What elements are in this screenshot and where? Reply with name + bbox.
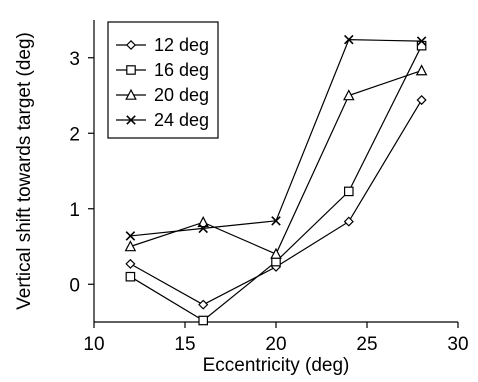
x-axis-title: Eccentricity (deg) bbox=[203, 355, 350, 376]
x-tick-label: 20 bbox=[265, 334, 286, 355]
data-point-16-deg bbox=[344, 186, 354, 197]
data-point-12-deg bbox=[198, 299, 209, 310]
data-point-12-deg bbox=[343, 216, 354, 227]
y-tick-label: 0 bbox=[69, 275, 80, 296]
legend-marker-24-deg bbox=[126, 115, 136, 125]
x-tick-label: 15 bbox=[174, 334, 195, 355]
data-point-24-deg-stroke bbox=[344, 34, 354, 45]
data-point-24-deg bbox=[416, 36, 427, 46]
y-axis-title: Vertical shift towards target (deg) bbox=[14, 32, 35, 310]
y-tick-label: 2 bbox=[69, 124, 80, 145]
y-tick-label: 3 bbox=[69, 49, 80, 70]
legend-label-16-deg: 16 deg bbox=[154, 60, 209, 80]
data-point-24-deg-stroke bbox=[198, 223, 208, 234]
data-point-24-deg-stroke bbox=[271, 216, 281, 226]
legend-box bbox=[107, 21, 219, 139]
data-point-12-deg bbox=[125, 258, 136, 269]
legend-label-12-deg: 12 deg bbox=[154, 35, 209, 55]
data-point-20-deg bbox=[270, 247, 282, 259]
legend-label-24-deg: 24 deg bbox=[154, 110, 209, 130]
data-point-20-deg bbox=[415, 64, 428, 76]
legend-marker-16-deg bbox=[126, 65, 136, 75]
data-point-12-deg bbox=[416, 94, 427, 106]
data-point-24-deg bbox=[198, 223, 208, 234]
legend-label-20-deg: 20 deg bbox=[154, 85, 209, 105]
data-point-24-deg bbox=[271, 216, 281, 226]
data-point-24-deg-stroke bbox=[125, 231, 136, 241]
legend-marker-20-deg bbox=[125, 88, 137, 100]
x-tick-label: 25 bbox=[356, 334, 377, 355]
data-point-16-deg bbox=[416, 40, 427, 51]
legend-marker-24-deg-stroke bbox=[126, 115, 136, 125]
data-point-24-deg bbox=[344, 34, 354, 45]
data-point-20-deg bbox=[197, 216, 209, 228]
data-point-20-deg bbox=[343, 89, 355, 101]
x-tick-label: 30 bbox=[447, 334, 468, 355]
x-tick-label: 10 bbox=[83, 334, 104, 355]
legend: 12 deg 16 deg 20 deg 24 deg bbox=[107, 21, 219, 139]
data-point-16-deg bbox=[198, 315, 208, 326]
data-point-24-deg-stroke bbox=[416, 36, 427, 46]
y-tick-label: 1 bbox=[69, 200, 80, 221]
data-point-20-deg bbox=[124, 240, 137, 252]
data-point-24-deg bbox=[125, 231, 136, 241]
data-point-16-deg bbox=[125, 271, 136, 282]
legend-marker-12-deg bbox=[125, 39, 137, 51]
